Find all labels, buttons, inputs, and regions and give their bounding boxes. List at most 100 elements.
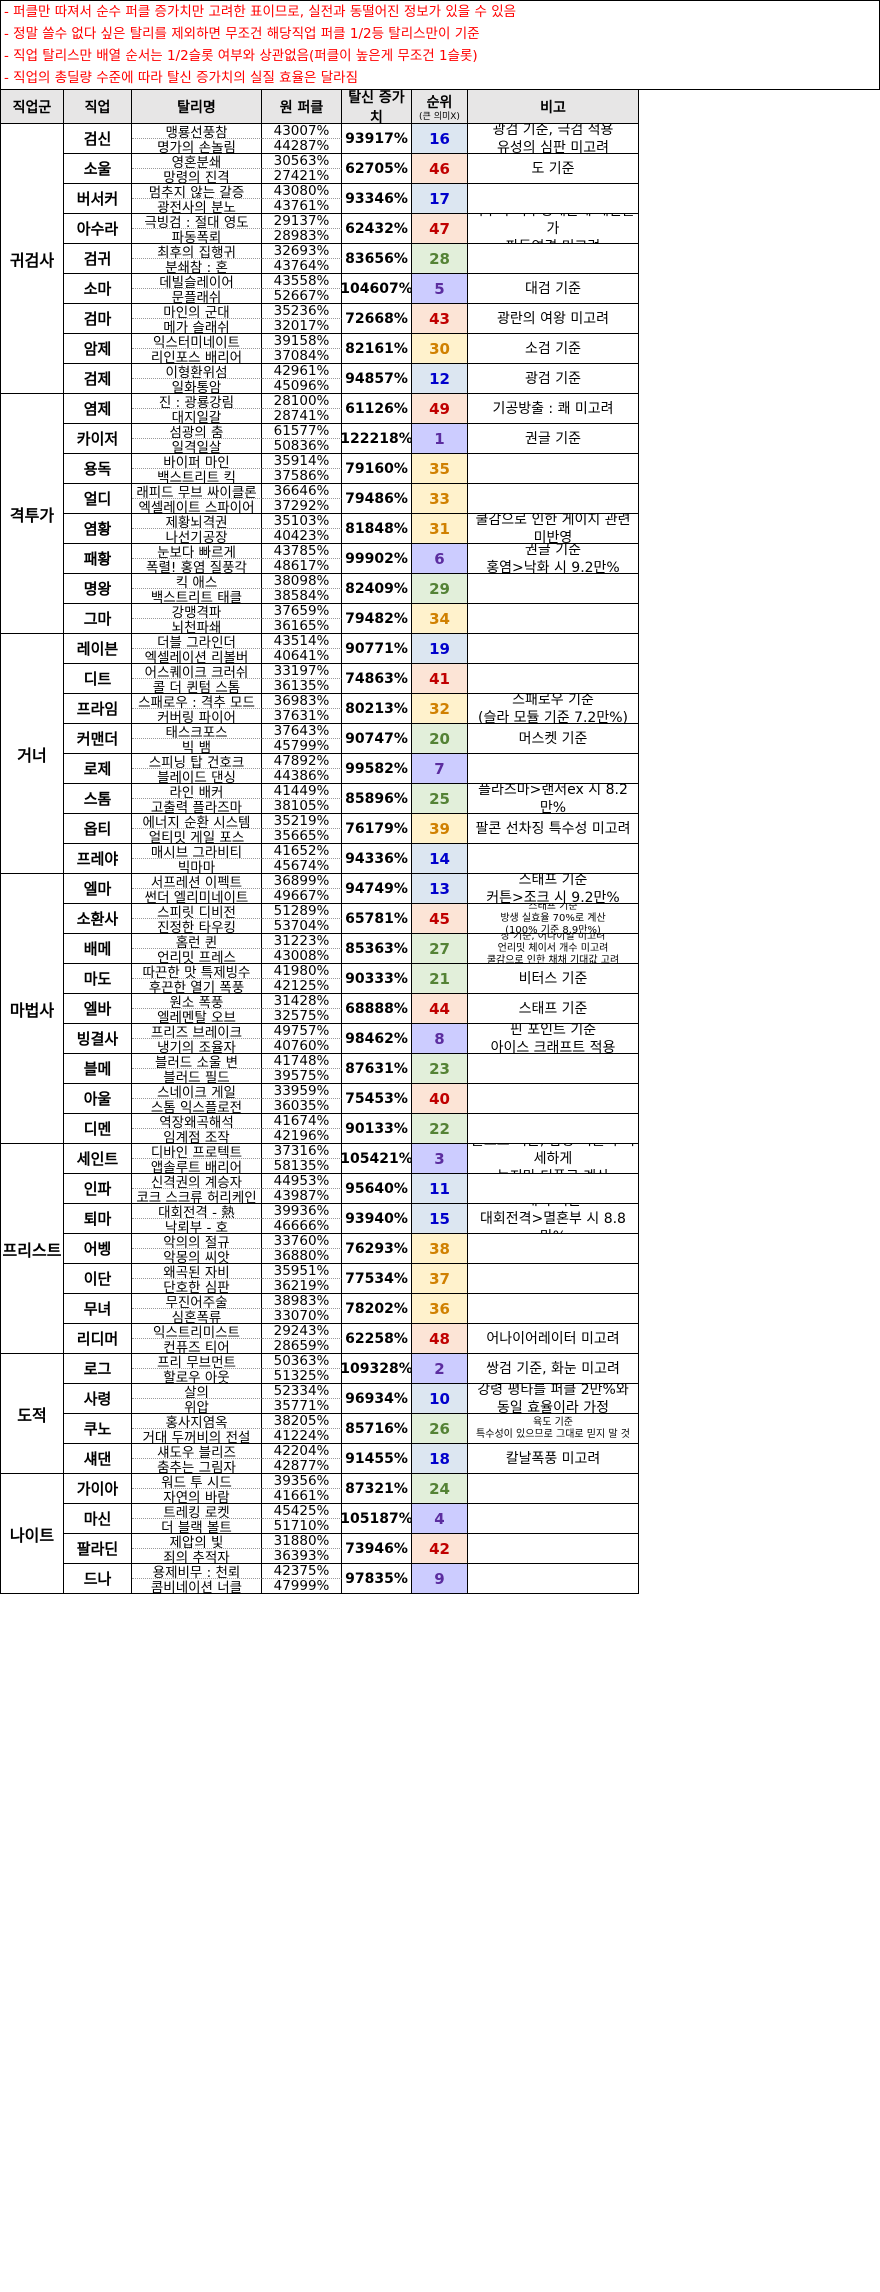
job-name: 마도 <box>64 964 132 994</box>
note-cell: 도 기준 <box>468 154 639 184</box>
skill-name: 리인포스 배리어 <box>132 349 262 364</box>
skill-percent: 43987% <box>262 1189 342 1204</box>
note-text: 파동연격 미고려 <box>506 238 601 244</box>
rank-badge: 24 <box>412 1474 468 1504</box>
gain-value: 76293% <box>342 1234 412 1264</box>
note-cell <box>468 1114 639 1144</box>
job-name: 빙결사 <box>64 1024 132 1054</box>
note-cell: 스태프 기준 커튼>조크 시 9.2만% <box>468 874 639 904</box>
rank-badge: 16 <box>412 124 468 154</box>
note-cell: 배액 기준대회전격>멸혼부 시 8.8만% <box>468 1204 639 1234</box>
skill-name: 익스터미네이트 <box>132 334 262 349</box>
skill-percent: 31223% <box>262 934 342 949</box>
skill-percent: 30563% <box>262 154 342 169</box>
header-rank-label: 순위 <box>426 94 453 111</box>
gain-value: 95640% <box>342 1174 412 1204</box>
rank-badge: 18 <box>412 1444 468 1474</box>
skill-percent: 36165% <box>262 619 342 634</box>
skill-percent: 37084% <box>262 349 342 364</box>
skill-name: 폭렬! 홍염 질풍각 <box>132 559 262 574</box>
skill-name: 스톰 익스플로전 <box>132 1099 262 1114</box>
skill-name: 분쇄참 : 혼 <box>132 259 262 274</box>
skill-percent: 31428% <box>262 994 342 1009</box>
note-text: 유성의 심판 미고려 <box>497 139 609 154</box>
skill-name: 진정한 타우킹 <box>132 919 262 934</box>
skill-percent: 38205% <box>262 1414 342 1429</box>
skill-name: 콜 더 퀸텀 스톰 <box>132 679 262 694</box>
note-cell <box>468 754 639 784</box>
skill-name: 얼티밋 게일 포스 <box>132 829 262 844</box>
job-name: 프라임 <box>64 694 132 724</box>
gain-value: 93940% <box>342 1204 412 1234</box>
job-name: 소마 <box>64 274 132 304</box>
skill-percent: 32575% <box>262 1009 342 1024</box>
skill-name: 맹룡선풍참 <box>132 124 262 139</box>
skill-percent: 33197% <box>262 664 342 679</box>
skill-name: 라인 배커 <box>132 784 262 799</box>
skill-name: 광전사의 분노 <box>132 199 262 214</box>
note-cell <box>468 1084 639 1114</box>
skill-name: 블러드 소울 변 <box>132 1054 262 1069</box>
rank-badge: 49 <box>412 394 468 424</box>
job-name: 버서커 <box>64 184 132 214</box>
skill-percent: 42204% <box>262 1444 342 1459</box>
note-cell: 권글 기준 <box>468 424 639 454</box>
skill-percent: 43080% <box>262 184 342 199</box>
skill-name: 매시브 그라비티 <box>132 844 262 859</box>
note-cell <box>468 664 639 694</box>
skill-name: 단호한 심판 <box>132 1279 262 1294</box>
skill-percent: 35665% <box>262 829 342 844</box>
skill-name: 서프레션 이펙트 <box>132 874 262 889</box>
gain-value: 85716% <box>342 1414 412 1444</box>
skill-name: 따끈한 맛 특제빙수 <box>132 964 262 979</box>
note-cell: 광검 기준, 극검 적용 유성의 심판 미고려 <box>468 124 639 154</box>
skill-name: 뇌천파쇄 <box>132 619 262 634</box>
skill-name: 더블 그라인더 <box>132 634 262 649</box>
note-line: - 직업 탈리스만 배열 순서는 1/2슬롯 여부와 상관없음(퍼클이 높은게 … <box>4 48 478 64</box>
skill-name: 제황뇌격권 <box>132 514 262 529</box>
gain-value: 94857% <box>342 364 412 394</box>
note-text: 머스켓 기준 <box>518 730 588 747</box>
note-text: 팔콘 선차징 특수성 미고려 <box>475 820 631 837</box>
note-cell <box>468 1294 639 1324</box>
note-cell <box>468 1264 639 1294</box>
gain-value: 82409% <box>342 574 412 604</box>
gain-value: 105421% <box>342 1144 412 1174</box>
skill-name: 일격일살 <box>132 439 262 454</box>
gain-value: 62432% <box>342 214 412 244</box>
note-text: 대회전격>멸혼부 시 8.8만% <box>480 1210 626 1234</box>
skill-name: 블러드 필드 <box>132 1069 262 1084</box>
skill-percent: 37643% <box>262 724 342 739</box>
rank-badge: 27 <box>412 934 468 964</box>
rank-badge: 7 <box>412 754 468 784</box>
rank-badge: 4 <box>412 1504 468 1534</box>
group-cell: 귀검사 <box>0 124 64 394</box>
job-name: 아울 <box>64 1084 132 1114</box>
skill-percent: 42877% <box>262 1459 342 1474</box>
note-cell: 칼날폭풍 미고려 <box>468 1444 639 1474</box>
skill-name: 거대 두꺼비의 전설 <box>132 1429 262 1444</box>
rank-badge: 47 <box>412 214 468 244</box>
skill-percent: 50836% <box>262 439 342 454</box>
note-cell <box>468 634 639 664</box>
skill-percent: 28741% <box>262 409 342 424</box>
skill-percent: 38584% <box>262 589 342 604</box>
gain-value: 93917% <box>342 124 412 154</box>
skill-percent: 37659% <box>262 604 342 619</box>
note-text: 아이스 크래프트 적용 <box>490 1039 616 1054</box>
job-name: 스톰 <box>64 784 132 814</box>
note-cell: 글로브 기준, 참망 퍼클이 미세하게높지만 디폴로 계산 <box>468 1144 639 1174</box>
note-cell <box>468 1174 639 1204</box>
skill-name: 눈보다 빠르게 <box>132 544 262 559</box>
rank-badge: 12 <box>412 364 468 394</box>
gain-value: 72668% <box>342 304 412 334</box>
rank-badge: 5 <box>412 274 468 304</box>
job-name: 사령 <box>64 1384 132 1414</box>
job-name: 로제 <box>64 754 132 784</box>
skill-name: 냉기의 조율자 <box>132 1039 262 1054</box>
rank-badge: 35 <box>412 454 468 484</box>
note-text: (100% 기준 8.9만%) <box>505 924 601 934</box>
notes-box: - 퍼클만 따져서 순수 퍼클 증가치만 고려한 표이므로, 실전과 동떨어진 … <box>0 0 880 90</box>
note-text: 스패로우 기준 <box>512 694 594 708</box>
skill-name: 왜곡된 자비 <box>132 1264 262 1279</box>
